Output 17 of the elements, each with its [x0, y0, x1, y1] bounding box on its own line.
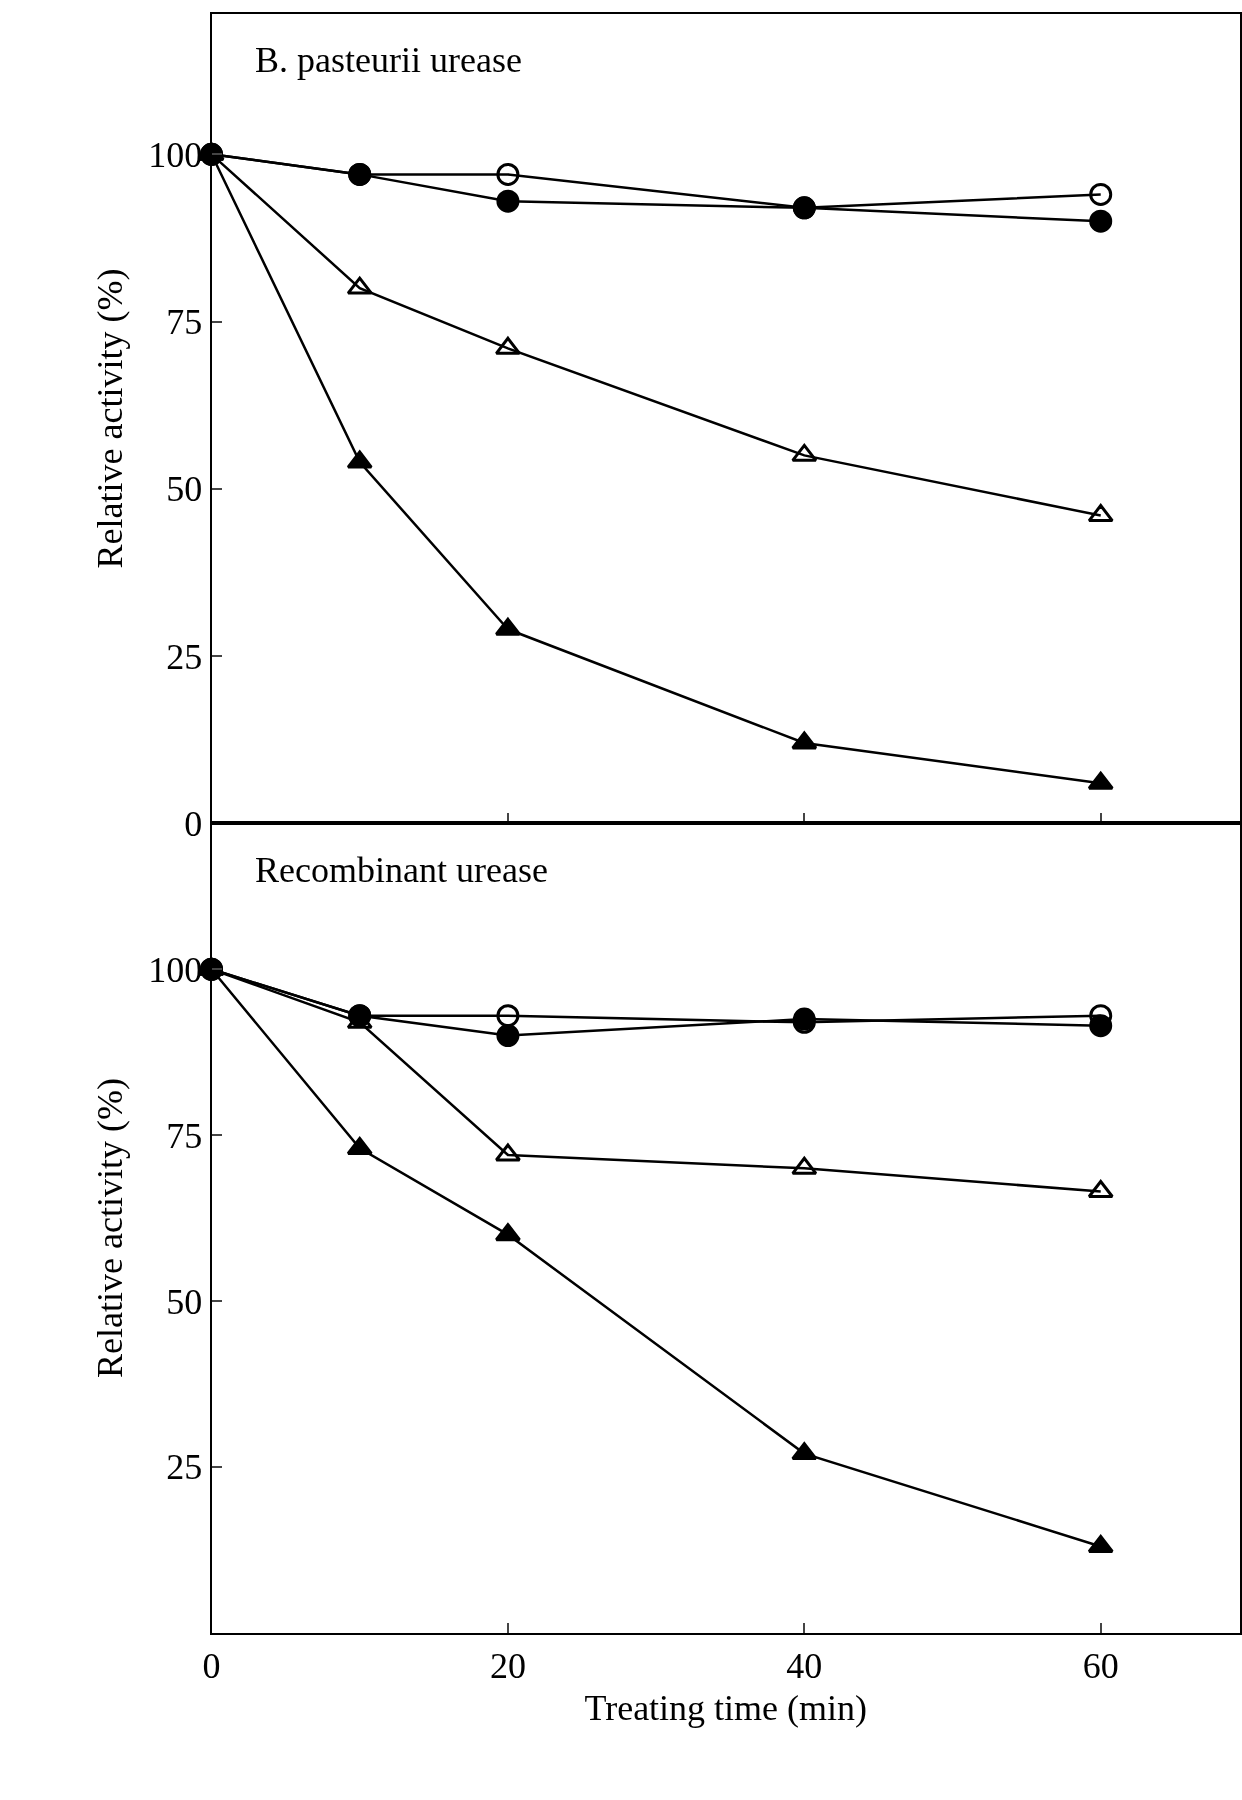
y-tick-label: 25	[166, 636, 203, 677]
y-axis-title: Relative activity (%)	[89, 268, 130, 569]
y-tick-label: 100	[148, 134, 203, 175]
y-tick-label: 75	[166, 302, 203, 343]
y-tick-label: 75	[166, 1115, 203, 1156]
x-tick-label: 60	[1082, 1645, 1119, 1686]
y-axis-title: Relative activity (%)	[89, 1078, 130, 1378]
annotation: B. pasteurii urease	[255, 40, 522, 80]
y-tick-label: 0	[184, 803, 203, 844]
x-axis-title: Treating time (min)	[584, 1688, 868, 1729]
y-tick-label: 50	[166, 1281, 203, 1322]
x-tick-label: 20	[489, 1645, 526, 1686]
x-tick-label: 40	[786, 1645, 823, 1686]
annotation: Recombinant urease	[255, 850, 548, 890]
y-tick-label: 25	[166, 1447, 203, 1488]
y-tick-label: 100	[148, 949, 203, 990]
y-tick-label: 50	[166, 469, 203, 510]
